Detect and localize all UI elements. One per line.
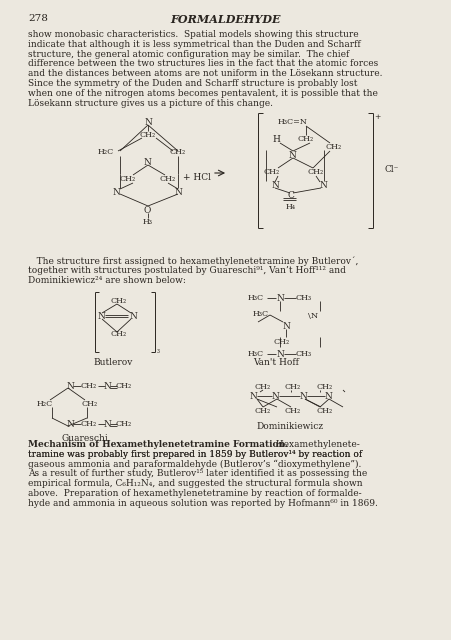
Text: N: N xyxy=(104,382,112,391)
Text: N: N xyxy=(113,188,120,197)
Text: N: N xyxy=(276,294,284,303)
Text: CH₂: CH₂ xyxy=(273,338,290,346)
Text: above.  Preparation of hexamethylenetetramine by reaction of formalde-: above. Preparation of hexamethylenetetra… xyxy=(28,489,361,498)
Text: Dominikiewicz²⁴ are shown below:: Dominikiewicz²⁴ are shown below: xyxy=(28,276,185,285)
Text: Mechanism of Hexamethylenetetramine Formation.: Mechanism of Hexamethylenetetramine Form… xyxy=(28,440,288,449)
Text: N: N xyxy=(67,382,75,391)
Text: Cl⁻: Cl⁻ xyxy=(384,165,399,174)
Text: CH₂: CH₂ xyxy=(307,168,323,176)
Text: CH₂: CH₂ xyxy=(81,420,97,428)
Text: CH₂: CH₂ xyxy=(120,175,136,183)
Text: Hexamethylenete-: Hexamethylenete- xyxy=(269,440,359,449)
Text: when one of the nitrogen atoms becomes pentavalent, it is possible that the: when one of the nitrogen atoms becomes p… xyxy=(28,89,377,98)
Text: FORMALDEHYDE: FORMALDEHYDE xyxy=(170,14,281,25)
Text: Lösekann structure gives us a picture of this change.: Lösekann structure gives us a picture of… xyxy=(28,99,272,108)
Text: Guareschi: Guareschi xyxy=(61,434,108,443)
Text: CH₃: CH₃ xyxy=(295,294,312,302)
Text: N: N xyxy=(272,181,279,190)
Text: tramine was probably first prepared in 1859 by Butlerov¹⁴ by reaction of: tramine was probably first prepared in 1… xyxy=(28,450,361,459)
Text: H₂C: H₂C xyxy=(98,148,114,156)
Text: show monobasic characteristics.  Spatial models showing this structure: show monobasic characteristics. Spatial … xyxy=(28,30,358,39)
Text: N: N xyxy=(299,392,307,401)
Text: H₂C: H₂C xyxy=(37,400,53,408)
Text: ₃: ₃ xyxy=(156,347,160,355)
Text: Butlerov: Butlerov xyxy=(93,358,133,367)
Text: CH₂: CH₂ xyxy=(254,407,271,415)
Text: H₃C: H₃C xyxy=(248,294,263,302)
Text: CH₂: CH₂ xyxy=(82,400,98,408)
Text: Dominikiewicz: Dominikiewicz xyxy=(256,422,323,431)
Text: CH₂: CH₂ xyxy=(111,330,127,338)
Text: N: N xyxy=(288,151,296,160)
Text: empirical formula, C₆H₁₂N₄, and suggested the structural formula shown: empirical formula, C₆H₁₂N₄, and suggeste… xyxy=(28,479,362,488)
Text: N: N xyxy=(145,118,152,127)
Text: difference between the two structures lies in the fact that the atomic forces: difference between the two structures li… xyxy=(28,60,377,68)
Text: H₃C=N: H₃C=N xyxy=(277,118,307,126)
Text: + HCl: + HCl xyxy=(183,173,211,182)
Text: CH₂: CH₂ xyxy=(160,175,176,183)
Text: H₃C: H₃C xyxy=(248,350,263,358)
Text: 278: 278 xyxy=(28,14,48,23)
Text: N: N xyxy=(324,392,332,401)
Text: N: N xyxy=(175,188,183,197)
Text: N: N xyxy=(249,392,258,401)
Text: The structure first assigned to hexamethylenetetramine by Butlerov´,: The structure first assigned to hexameth… xyxy=(28,256,358,266)
Text: CH₂: CH₂ xyxy=(81,382,97,390)
Text: H₄: H₄ xyxy=(285,203,295,211)
Text: N: N xyxy=(144,158,152,167)
Text: together with structures postulated by Guareschi⁹¹, Van’t Hoff¹¹² and: together with structures postulated by G… xyxy=(28,266,345,275)
Text: N: N xyxy=(319,181,327,190)
Text: CH₂: CH₂ xyxy=(140,131,156,139)
Text: N: N xyxy=(104,420,112,429)
Text: Since the symmetry of the Duden and Scharff structure is probably lost: Since the symmetry of the Duden and Scha… xyxy=(28,79,357,88)
Text: tramine was probably first prepared in 1859 by Butlerov¹⁴ by reaction of: tramine was probably first prepared in 1… xyxy=(28,450,361,459)
Text: CH₂: CH₂ xyxy=(116,420,132,428)
Text: H₃C: H₃C xyxy=(253,310,268,318)
Text: indicate that although it is less symmetrical than the Duden and Scharff: indicate that although it is less symmet… xyxy=(28,40,360,49)
Text: CH₂: CH₂ xyxy=(116,382,132,390)
Text: +: + xyxy=(373,113,380,121)
Text: N: N xyxy=(272,392,279,401)
Text: CH₂: CH₂ xyxy=(297,135,313,143)
Text: O: O xyxy=(144,206,151,215)
Text: N: N xyxy=(67,420,75,429)
Text: As a result of further study, Butlerov¹⁵ later identified it as possessing the: As a result of further study, Butlerov¹⁵… xyxy=(28,469,367,479)
Text: N: N xyxy=(276,350,284,359)
Text: gaseous ammonia and paraformaldehyde (Butlerov’s “dioxymethylene”).: gaseous ammonia and paraformaldehyde (Bu… xyxy=(28,460,361,469)
Text: CH₂: CH₂ xyxy=(111,297,127,305)
Text: N: N xyxy=(130,312,138,321)
Text: CH₂: CH₂ xyxy=(316,407,332,415)
Text: C: C xyxy=(287,191,294,200)
Text: Van't Hoff: Van't Hoff xyxy=(253,358,298,367)
Text: and the distances between atoms are not uniform in the Lösekann structure.: and the distances between atoms are not … xyxy=(28,69,382,78)
Text: CH₂: CH₂ xyxy=(263,168,280,176)
Text: structure, the general atomic configuration may be similar.  The chief: structure, the general atomic configurat… xyxy=(28,50,349,59)
Text: CH₂: CH₂ xyxy=(316,383,332,391)
Text: CH₂: CH₂ xyxy=(285,407,300,415)
Text: N: N xyxy=(98,312,106,321)
Text: CH₂: CH₂ xyxy=(170,148,186,156)
Text: CH₂: CH₂ xyxy=(254,383,271,391)
Text: CH₂: CH₂ xyxy=(285,383,300,391)
Text: \N: \N xyxy=(307,312,318,320)
Text: CH₃: CH₃ xyxy=(295,350,312,358)
Text: hyde and ammonia in aqueous solution was reported by Hofmann⁶⁰ in 1869.: hyde and ammonia in aqueous solution was… xyxy=(28,499,377,508)
Text: N: N xyxy=(282,322,290,331)
Text: H₃: H₃ xyxy=(143,218,152,226)
Text: CH₂: CH₂ xyxy=(325,143,341,151)
Text: H: H xyxy=(272,135,279,144)
